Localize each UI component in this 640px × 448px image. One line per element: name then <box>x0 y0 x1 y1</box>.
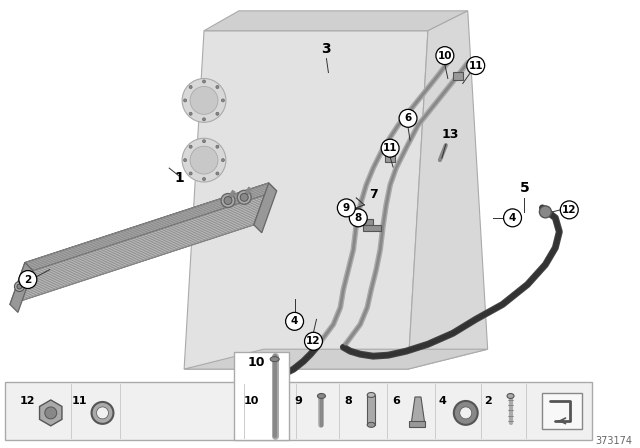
Text: 8: 8 <box>355 213 362 223</box>
Circle shape <box>221 99 225 102</box>
Text: 5: 5 <box>520 181 529 195</box>
Circle shape <box>221 159 225 162</box>
Circle shape <box>19 271 37 289</box>
Bar <box>409 421 425 427</box>
Circle shape <box>202 140 205 143</box>
Circle shape <box>189 112 192 115</box>
Ellipse shape <box>317 393 325 398</box>
Text: 9: 9 <box>343 203 350 213</box>
Ellipse shape <box>367 422 375 427</box>
Circle shape <box>337 199 355 217</box>
Ellipse shape <box>367 392 375 397</box>
Circle shape <box>202 177 205 181</box>
Text: 4: 4 <box>291 316 298 326</box>
Text: 2: 2 <box>484 396 492 406</box>
Bar <box>355 219 373 225</box>
Bar <box>453 72 463 79</box>
Text: 12: 12 <box>562 205 577 215</box>
Circle shape <box>97 407 108 419</box>
Text: 6: 6 <box>392 396 400 406</box>
Circle shape <box>540 206 551 218</box>
Circle shape <box>45 407 57 419</box>
Circle shape <box>15 281 24 292</box>
Circle shape <box>467 56 484 74</box>
Text: 373174: 373174 <box>595 436 632 446</box>
Text: 13: 13 <box>441 128 458 141</box>
Circle shape <box>189 172 192 175</box>
Circle shape <box>17 284 22 289</box>
Circle shape <box>216 112 219 115</box>
Circle shape <box>460 407 472 419</box>
Bar <box>542 393 582 429</box>
Ellipse shape <box>507 393 514 398</box>
Circle shape <box>305 332 323 350</box>
Circle shape <box>216 145 219 148</box>
Polygon shape <box>204 11 468 31</box>
Circle shape <box>190 86 218 114</box>
Circle shape <box>221 194 235 207</box>
Circle shape <box>436 47 454 65</box>
Text: 10: 10 <box>438 51 452 60</box>
Circle shape <box>216 86 219 89</box>
Text: 11: 11 <box>72 396 88 406</box>
Circle shape <box>237 190 251 204</box>
Bar <box>234 352 289 440</box>
Circle shape <box>184 99 187 102</box>
Circle shape <box>560 201 578 219</box>
Text: 1: 1 <box>174 171 184 185</box>
Text: 8: 8 <box>344 396 352 406</box>
Text: 10: 10 <box>248 356 266 369</box>
Circle shape <box>184 159 187 162</box>
Text: 9: 9 <box>294 396 303 406</box>
Circle shape <box>182 78 226 122</box>
Polygon shape <box>411 397 425 425</box>
Polygon shape <box>10 183 269 305</box>
Text: 12: 12 <box>307 336 321 346</box>
Circle shape <box>240 194 248 201</box>
Circle shape <box>454 401 477 425</box>
Circle shape <box>189 145 192 148</box>
Bar <box>385 154 395 162</box>
Circle shape <box>202 118 205 121</box>
Circle shape <box>92 402 113 424</box>
Circle shape <box>381 139 399 157</box>
Text: 12: 12 <box>20 396 36 406</box>
Polygon shape <box>184 31 428 369</box>
Circle shape <box>504 209 522 227</box>
Text: 11: 11 <box>383 143 397 153</box>
Circle shape <box>202 80 205 83</box>
Circle shape <box>182 138 226 182</box>
Text: 2: 2 <box>24 275 31 284</box>
Polygon shape <box>254 183 276 233</box>
Circle shape <box>190 146 218 174</box>
Polygon shape <box>184 349 488 369</box>
Circle shape <box>349 209 367 227</box>
Bar <box>364 225 381 231</box>
Text: 6: 6 <box>404 113 412 123</box>
Bar <box>367 395 375 425</box>
Circle shape <box>224 197 232 204</box>
Circle shape <box>216 172 219 175</box>
Text: 4: 4 <box>439 396 447 406</box>
Text: 11: 11 <box>468 60 483 71</box>
Ellipse shape <box>270 357 279 362</box>
Text: 7: 7 <box>369 188 378 201</box>
Polygon shape <box>10 263 33 312</box>
Polygon shape <box>25 183 276 271</box>
Circle shape <box>189 86 192 89</box>
Polygon shape <box>408 11 488 369</box>
Circle shape <box>285 312 303 330</box>
Bar <box>5 382 592 440</box>
Text: 3: 3 <box>322 42 332 56</box>
Polygon shape <box>40 400 62 426</box>
Text: 4: 4 <box>509 213 516 223</box>
Text: 10: 10 <box>244 396 259 406</box>
Circle shape <box>399 109 417 127</box>
